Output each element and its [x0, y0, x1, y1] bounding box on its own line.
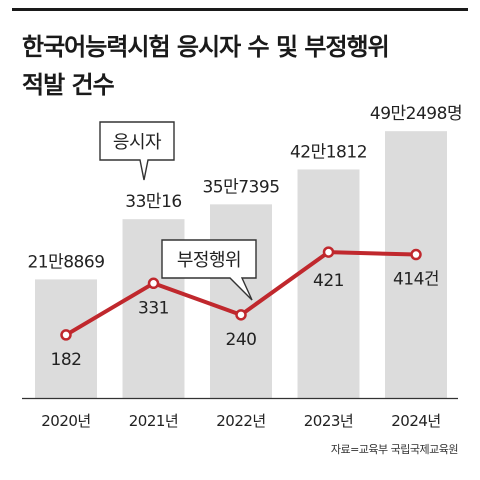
callout-applicants — [99, 121, 175, 181]
incident-point — [147, 277, 160, 290]
x-tick-label: 2023년 — [304, 412, 353, 430]
x-tick-label: 2024년 — [391, 412, 440, 430]
top-rule — [12, 8, 468, 11]
incident-point — [410, 248, 422, 261]
x-tick-label: 2020년 — [41, 412, 90, 430]
title-line-1: 한국어능력시험 응시자 수 및 부정행위 — [22, 33, 390, 61]
incident-point — [322, 246, 335, 258]
callout-applicants-label: 응시자 — [113, 132, 162, 153]
bar — [297, 169, 360, 398]
incident-value-label: 331 — [138, 298, 169, 318]
callout-misconduct — [161, 239, 257, 301]
bar-value-label: 33만16 — [125, 192, 181, 212]
incident-value-label: 414건 — [393, 270, 439, 290]
incident-value-label: 182 — [51, 350, 82, 370]
bar-value-label: 42만1812 — [290, 142, 367, 162]
bar — [385, 131, 447, 398]
chart-title: 한국어능력시험 응시자 수 및 부정행위 적발 건수 — [22, 28, 462, 104]
incident-value-label: 421 — [313, 271, 344, 291]
bar-value-label: 35만7395 — [202, 177, 279, 197]
source-note: 자료=교육부 국립국제교육원 — [330, 443, 459, 456]
bar-value-label: 49만2498명 — [370, 104, 462, 124]
x-tick-label: 2022년 — [216, 412, 265, 430]
callout-misconduct-label: 부정행위 — [177, 250, 241, 271]
incident-value-label: 240 — [226, 330, 257, 350]
title-line-2: 적발 건수 — [22, 71, 115, 99]
incident-point — [235, 309, 247, 321]
bar-value-label: 21만8869 — [27, 252, 104, 272]
incident-point — [60, 329, 72, 341]
x-tick-label: 2021년 — [129, 412, 178, 430]
